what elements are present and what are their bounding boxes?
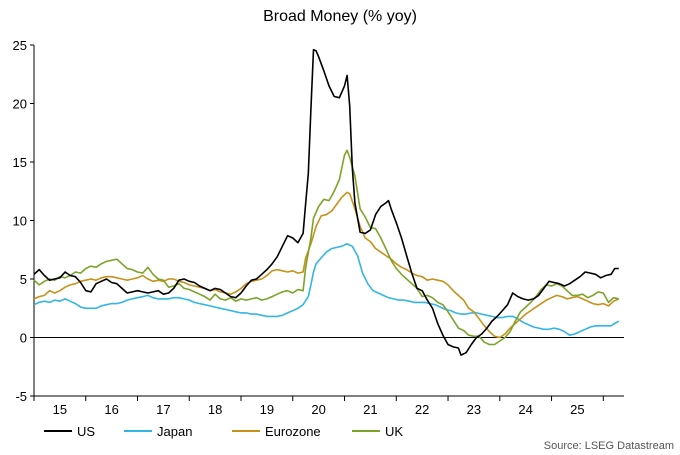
x-tick-label: 21: [363, 402, 377, 417]
x-tick-label: 25: [570, 402, 584, 417]
y-tick-label: 25: [13, 38, 27, 53]
series-line-uk: [33, 149, 619, 346]
y-tick-label: -5: [15, 389, 27, 404]
y-tick-label: 20: [13, 97, 27, 112]
y-tick-label: 15: [13, 155, 27, 170]
x-tick-label: 16: [104, 402, 118, 417]
legend-label-us: US: [77, 424, 95, 439]
x-tick-label: 20: [311, 402, 325, 417]
chart-source: Source: LSEG Datastream: [544, 440, 674, 452]
x-tick-label: 15: [53, 402, 67, 417]
x-tick-label: 18: [208, 402, 222, 417]
x-tick-label: 23: [467, 402, 481, 417]
x-tick-label: 22: [415, 402, 429, 417]
x-tick-label: 17: [156, 402, 170, 417]
series-line-eurozone: [33, 191, 620, 339]
y-tick-label: 10: [13, 214, 27, 229]
series-line-japan: [33, 243, 620, 336]
y-tick-label: 5: [20, 272, 27, 287]
x-axis: 15 16 17 18 19 20 21 22 23 24 25: [33, 337, 624, 417]
y-tick-label: 0: [20, 331, 27, 346]
legend-label-japan: Japan: [157, 424, 192, 439]
plot-series: [33, 48, 620, 356]
chart-title: Broad Money (% yoy): [263, 8, 417, 25]
legend-label-eurozone: Eurozone: [265, 424, 321, 439]
series-line-us: [33, 48, 619, 356]
y-axis: -5 0 5 10 15 20 25: [13, 38, 35, 404]
legend-label-uk: UK: [385, 424, 403, 439]
x-tick-label: 24: [518, 402, 532, 417]
legend: US Japan Eurozone UK: [44, 424, 403, 439]
x-tick-label: 19: [260, 402, 274, 417]
